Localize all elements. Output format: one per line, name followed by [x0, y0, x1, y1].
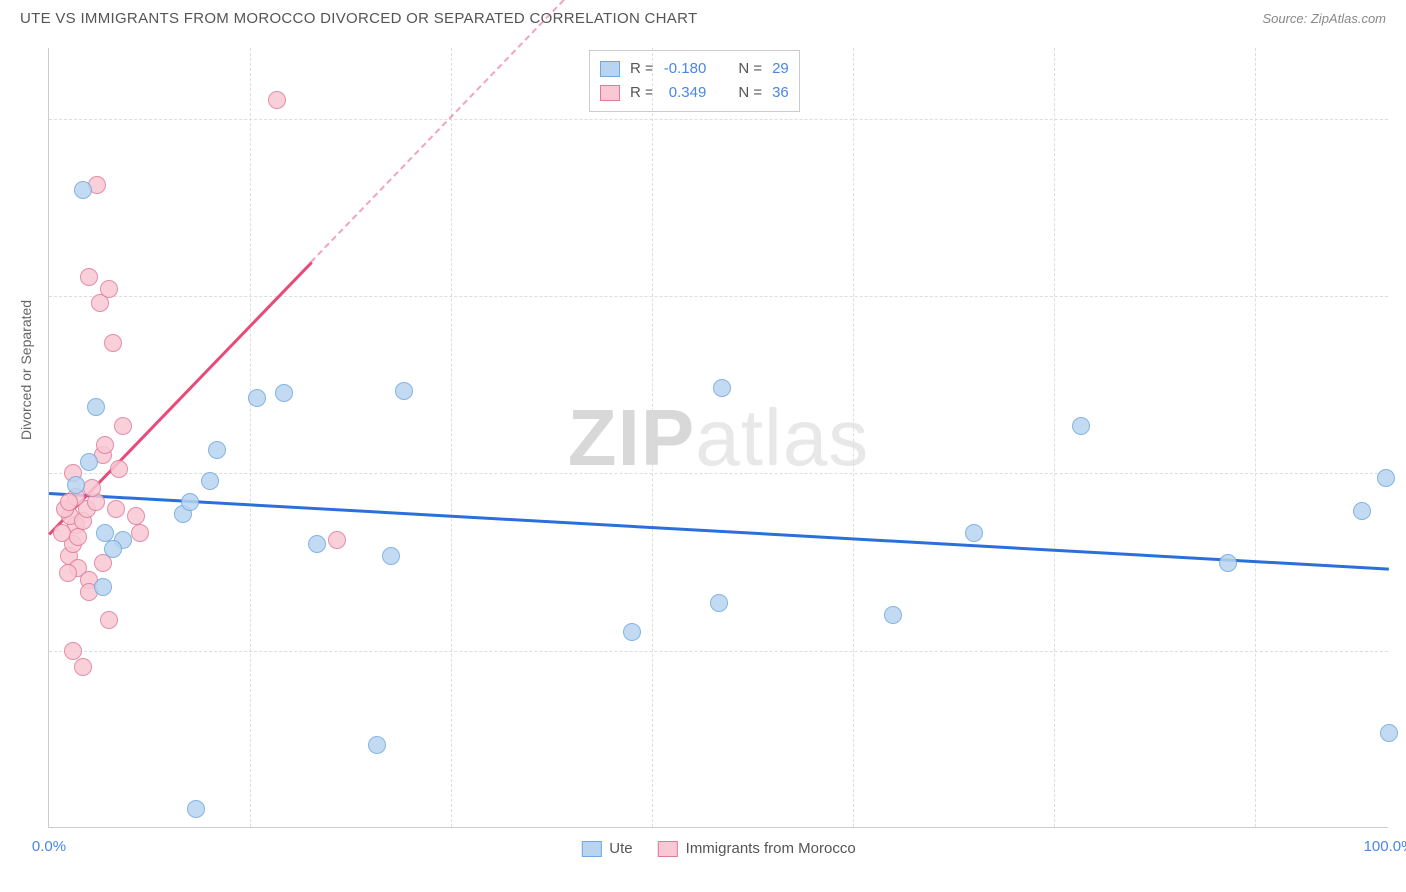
morocco-swatch [600, 85, 620, 101]
ute-point [87, 398, 105, 416]
series-legend: Ute Immigrants from Morocco [581, 840, 855, 857]
ute-point [187, 800, 205, 818]
morocco-point [83, 479, 101, 497]
ute-point [965, 524, 983, 542]
ute-point [94, 578, 112, 596]
morocco-point [96, 436, 114, 454]
morocco-point [268, 91, 286, 109]
chart-title: UTE VS IMMIGRANTS FROM MOROCCO DIVORCED … [20, 10, 697, 27]
ytick-label: 22.5% [1393, 288, 1406, 305]
ute-point [1377, 469, 1395, 487]
ute-point [1072, 417, 1090, 435]
ute-point [67, 476, 85, 494]
source-label: Source: ZipAtlas.com [1262, 11, 1386, 26]
morocco-point [69, 528, 87, 546]
ute-point [884, 606, 902, 624]
correlation-legend: R = -0.180 N = 29 R = 0.349 N = 36 [589, 50, 800, 112]
morocco-point [107, 500, 125, 518]
xtick-label: 100.0% [1364, 838, 1406, 855]
gridline-v [451, 48, 452, 827]
ytick-label: 7.5% [1393, 642, 1406, 659]
gridline-v [853, 48, 854, 827]
gridline-v [1255, 48, 1256, 827]
scatter-plot: ZIPatlas R = -0.180 N = 29 R = 0.349 N =… [48, 48, 1388, 828]
morocco-point [114, 417, 132, 435]
trend-line [311, 0, 586, 262]
morocco-point [80, 268, 98, 286]
morocco-point [100, 280, 118, 298]
ute-r-value: -0.180 [664, 57, 707, 81]
ute-point [308, 535, 326, 553]
xtick-label: 0.0% [32, 838, 66, 855]
ute-swatch [600, 61, 620, 77]
ute-n-value: 29 [772, 57, 789, 81]
ute-point [80, 453, 98, 471]
morocco-swatch [658, 841, 678, 857]
morocco-legend-label: Immigrants from Morocco [686, 840, 856, 857]
morocco-n-value: 36 [772, 81, 789, 105]
morocco-point [328, 531, 346, 549]
ute-point [181, 493, 199, 511]
morocco-point [131, 524, 149, 542]
morocco-r-value: 0.349 [664, 81, 707, 105]
ute-swatch [581, 841, 601, 857]
ute-point [248, 389, 266, 407]
ytick-label: 30.0% [1393, 110, 1406, 127]
y-axis-label: Divorced or Separated [18, 300, 34, 440]
morocco-point [64, 642, 82, 660]
morocco-point [104, 334, 122, 352]
ute-point [74, 181, 92, 199]
gridline-v [250, 48, 251, 827]
morocco-point [110, 460, 128, 478]
ute-point [1380, 724, 1398, 742]
ute-point [275, 384, 293, 402]
watermark: ZIPatlas [568, 392, 869, 484]
ute-point [96, 524, 114, 542]
ute-point [368, 736, 386, 754]
morocco-point [74, 658, 92, 676]
ute-point [201, 472, 219, 490]
ute-point [395, 382, 413, 400]
gridline-v [652, 48, 653, 827]
morocco-point [100, 611, 118, 629]
ute-point [713, 379, 731, 397]
morocco-point [59, 564, 77, 582]
ute-point [710, 594, 728, 612]
ute-point [382, 547, 400, 565]
morocco-point [60, 493, 78, 511]
morocco-point [127, 507, 145, 525]
ute-point [208, 441, 226, 459]
ute-point [623, 623, 641, 641]
ute-legend-label: Ute [609, 840, 632, 857]
ute-point [1219, 554, 1237, 572]
gridline-v [1054, 48, 1055, 827]
ute-point [1353, 502, 1371, 520]
ute-point [104, 540, 122, 558]
